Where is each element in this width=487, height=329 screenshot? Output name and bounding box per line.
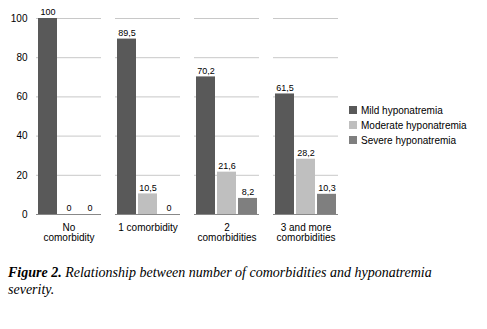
svg-text:20: 20 <box>16 170 28 181</box>
svg-text:1 comorbidity: 1 comorbidity <box>118 222 177 233</box>
svg-text:0: 0 <box>87 203 92 213</box>
html-text:Figure 2. Relationship between: Figure 2. Relationship between number of… <box>8 265 432 297</box>
svg-text:10,5: 10,5 <box>139 183 157 193</box>
svg-text:3 and morecomorbidities: 3 and morecomorbidities <box>277 222 336 243</box>
svg-text:0: 0 <box>166 203 171 213</box>
svg-text:21,6: 21,6 <box>218 161 236 171</box>
svg-text:2comorbidities: 2comorbidities <box>198 222 257 243</box>
svg-text:100: 100 <box>11 13 28 24</box>
svg-text:28,2: 28,2 <box>297 148 315 158</box>
svg-text:8,2: 8,2 <box>242 187 255 197</box>
svg-text:80: 80 <box>16 52 28 63</box>
svg-text:61,5: 61,5 <box>276 83 294 93</box>
html-text:Severe hyponatremia: Severe hyponatremia <box>361 134 457 146</box>
html-text:Moderate hyponatremia: Moderate hyponatremia <box>361 119 467 131</box>
html-text:Mild hyponatremia: Mild hyponatremia <box>361 104 443 116</box>
svg-text:Nocomorbidity: Nocomorbidity <box>43 222 94 243</box>
svg-text:60: 60 <box>16 91 28 102</box>
svg-text:70,2: 70,2 <box>197 66 215 76</box>
svg-text:0: 0 <box>22 209 28 220</box>
svg-text:40: 40 <box>16 130 28 141</box>
svg-text:0: 0 <box>66 203 71 213</box>
svg-text:100: 100 <box>40 7 55 17</box>
svg-text:10,3: 10,3 <box>318 183 336 193</box>
svg-text:89,5: 89,5 <box>118 28 136 38</box>
